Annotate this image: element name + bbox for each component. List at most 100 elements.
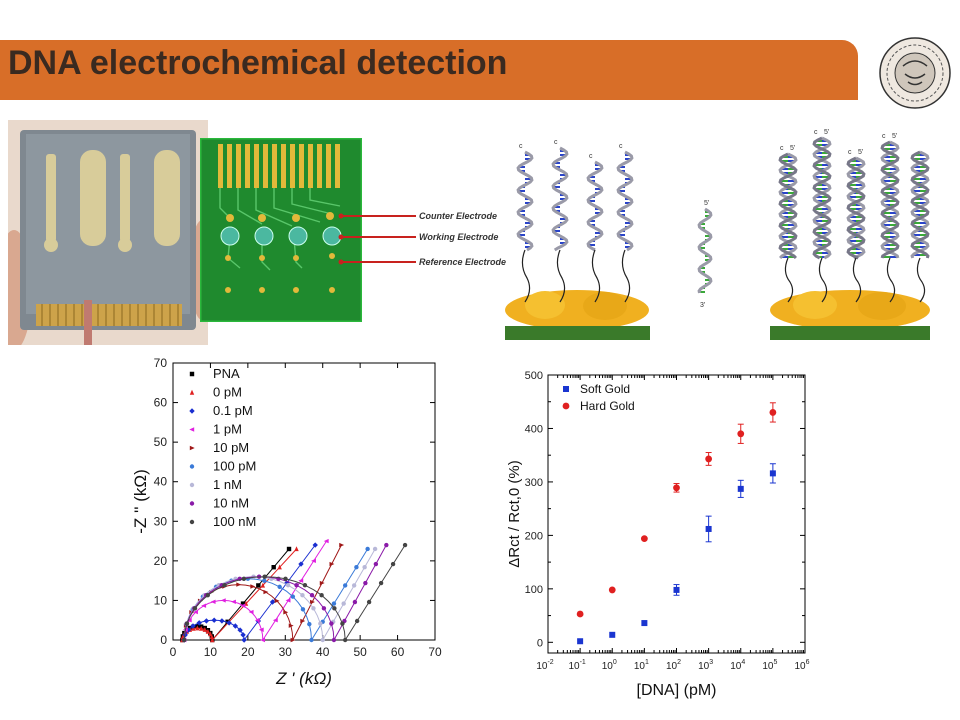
- plot-frame: [172, 362, 436, 641]
- linker: [852, 257, 862, 303]
- linker: [886, 257, 896, 303]
- data-point: [352, 599, 358, 605]
- dna-end-label: 5': [824, 129, 829, 136]
- data-point: [195, 625, 200, 631]
- plot-frame: [547, 374, 806, 654]
- y-tick-label: 30: [154, 514, 168, 528]
- series-10-pM: 10 pM: [182, 440, 345, 643]
- data-point: [309, 637, 314, 643]
- target-dna-strand: 5' 3': [697, 200, 713, 309]
- fit-line: [183, 548, 369, 642]
- dna-end-label: 5': [790, 145, 795, 152]
- data-point: [737, 430, 745, 438]
- data-point: [705, 525, 712, 532]
- y-tick-label: 50: [154, 435, 168, 449]
- x-tick-label: 10: [204, 645, 218, 659]
- duplex-strand: [778, 152, 798, 260]
- data-point: [231, 599, 236, 604]
- data-point: [184, 621, 190, 626]
- y-tick-label: 0: [537, 637, 543, 649]
- linker: [916, 257, 926, 303]
- y-tick-label: 500: [525, 370, 543, 382]
- duplex-strand: [846, 156, 866, 260]
- data-point: [294, 546, 299, 552]
- legend-label: PNA: [213, 366, 240, 381]
- data-point: [673, 586, 680, 593]
- data-point: [190, 623, 196, 629]
- data-point: [321, 606, 327, 611]
- dna-end-label: c: [519, 143, 523, 150]
- data-point: [250, 584, 256, 589]
- data-point: [373, 561, 379, 567]
- data-point: [271, 564, 276, 570]
- calibration-chart: 10-2 10-1 100 101 102 103 104 105 106 0 100 200 300 4…: [506, 370, 810, 699]
- data-point: [705, 455, 713, 463]
- data-point: [192, 606, 198, 611]
- series-1-pM: 1 pM: [181, 422, 329, 643]
- data-point: [312, 542, 318, 548]
- probe-strand: [616, 150, 634, 252]
- duplex-strand-backbone: [846, 156, 866, 260]
- data-point: [300, 593, 305, 598]
- data-point: [577, 638, 584, 645]
- data-point: [340, 621, 345, 626]
- linker: [556, 249, 566, 303]
- data-point: [241, 576, 247, 582]
- linker: [784, 257, 794, 303]
- data-point: [240, 603, 246, 608]
- data-point: [260, 637, 266, 643]
- dna-end-label: 3': [700, 302, 705, 309]
- data-point: [236, 582, 242, 587]
- legend-marker: [563, 386, 569, 392]
- legend-label: 10 pM: [213, 440, 249, 455]
- y-tick-label: 70: [154, 356, 168, 370]
- x-tick-label: 0: [170, 645, 177, 659]
- legend-marker: [189, 464, 195, 469]
- linker: [818, 257, 828, 303]
- legend-label: 100 pM: [213, 459, 256, 474]
- data-point: [262, 578, 267, 583]
- data-point: [290, 637, 296, 643]
- legend-label: 100 nM: [213, 514, 256, 529]
- data-point: [193, 609, 198, 615]
- data-point: [329, 621, 334, 626]
- legend-label: 0 pM: [213, 385, 242, 400]
- data-point: [332, 606, 337, 611]
- data-point: [283, 610, 289, 615]
- probe-strand-backbone: [516, 150, 534, 252]
- data-point: [260, 582, 266, 588]
- x-tick-label: 101: [634, 659, 649, 672]
- data-point: [263, 589, 269, 595]
- duplex-strand-backbone: [880, 140, 900, 259]
- probe-strand: [586, 160, 604, 252]
- x-tick-label: 10-1: [568, 659, 585, 672]
- data-point: [310, 599, 315, 605]
- x-tick-label: 70: [428, 645, 442, 659]
- data-point: [211, 617, 217, 623]
- data-point: [277, 564, 282, 570]
- fit-line: [183, 548, 376, 642]
- data-point: [331, 601, 337, 606]
- probe-strand: [516, 150, 534, 252]
- duplex-strand: [880, 140, 900, 259]
- data-point: [608, 586, 616, 594]
- data-point: [205, 628, 211, 634]
- data-point: [205, 593, 210, 598]
- legend-marker: [189, 519, 195, 525]
- linker: [521, 249, 531, 303]
- data-point: [232, 623, 239, 629]
- data-point: [320, 637, 325, 643]
- legend-marker: [189, 501, 195, 506]
- duplex-strand-backbone: [846, 156, 866, 260]
- data-point: [354, 564, 359, 570]
- data-point: [769, 409, 777, 416]
- data-point: [220, 598, 226, 603]
- x-tick-label: 103: [698, 659, 713, 672]
- data-point: [258, 627, 264, 632]
- data-point: [329, 561, 335, 567]
- duplex-strand-backbone: [910, 150, 930, 259]
- data-point: [300, 618, 306, 624]
- x-tick-label: 10-2: [536, 659, 553, 672]
- working-electrode-label: Working Electrode: [419, 232, 498, 242]
- x-tick-label: 102: [666, 659, 681, 672]
